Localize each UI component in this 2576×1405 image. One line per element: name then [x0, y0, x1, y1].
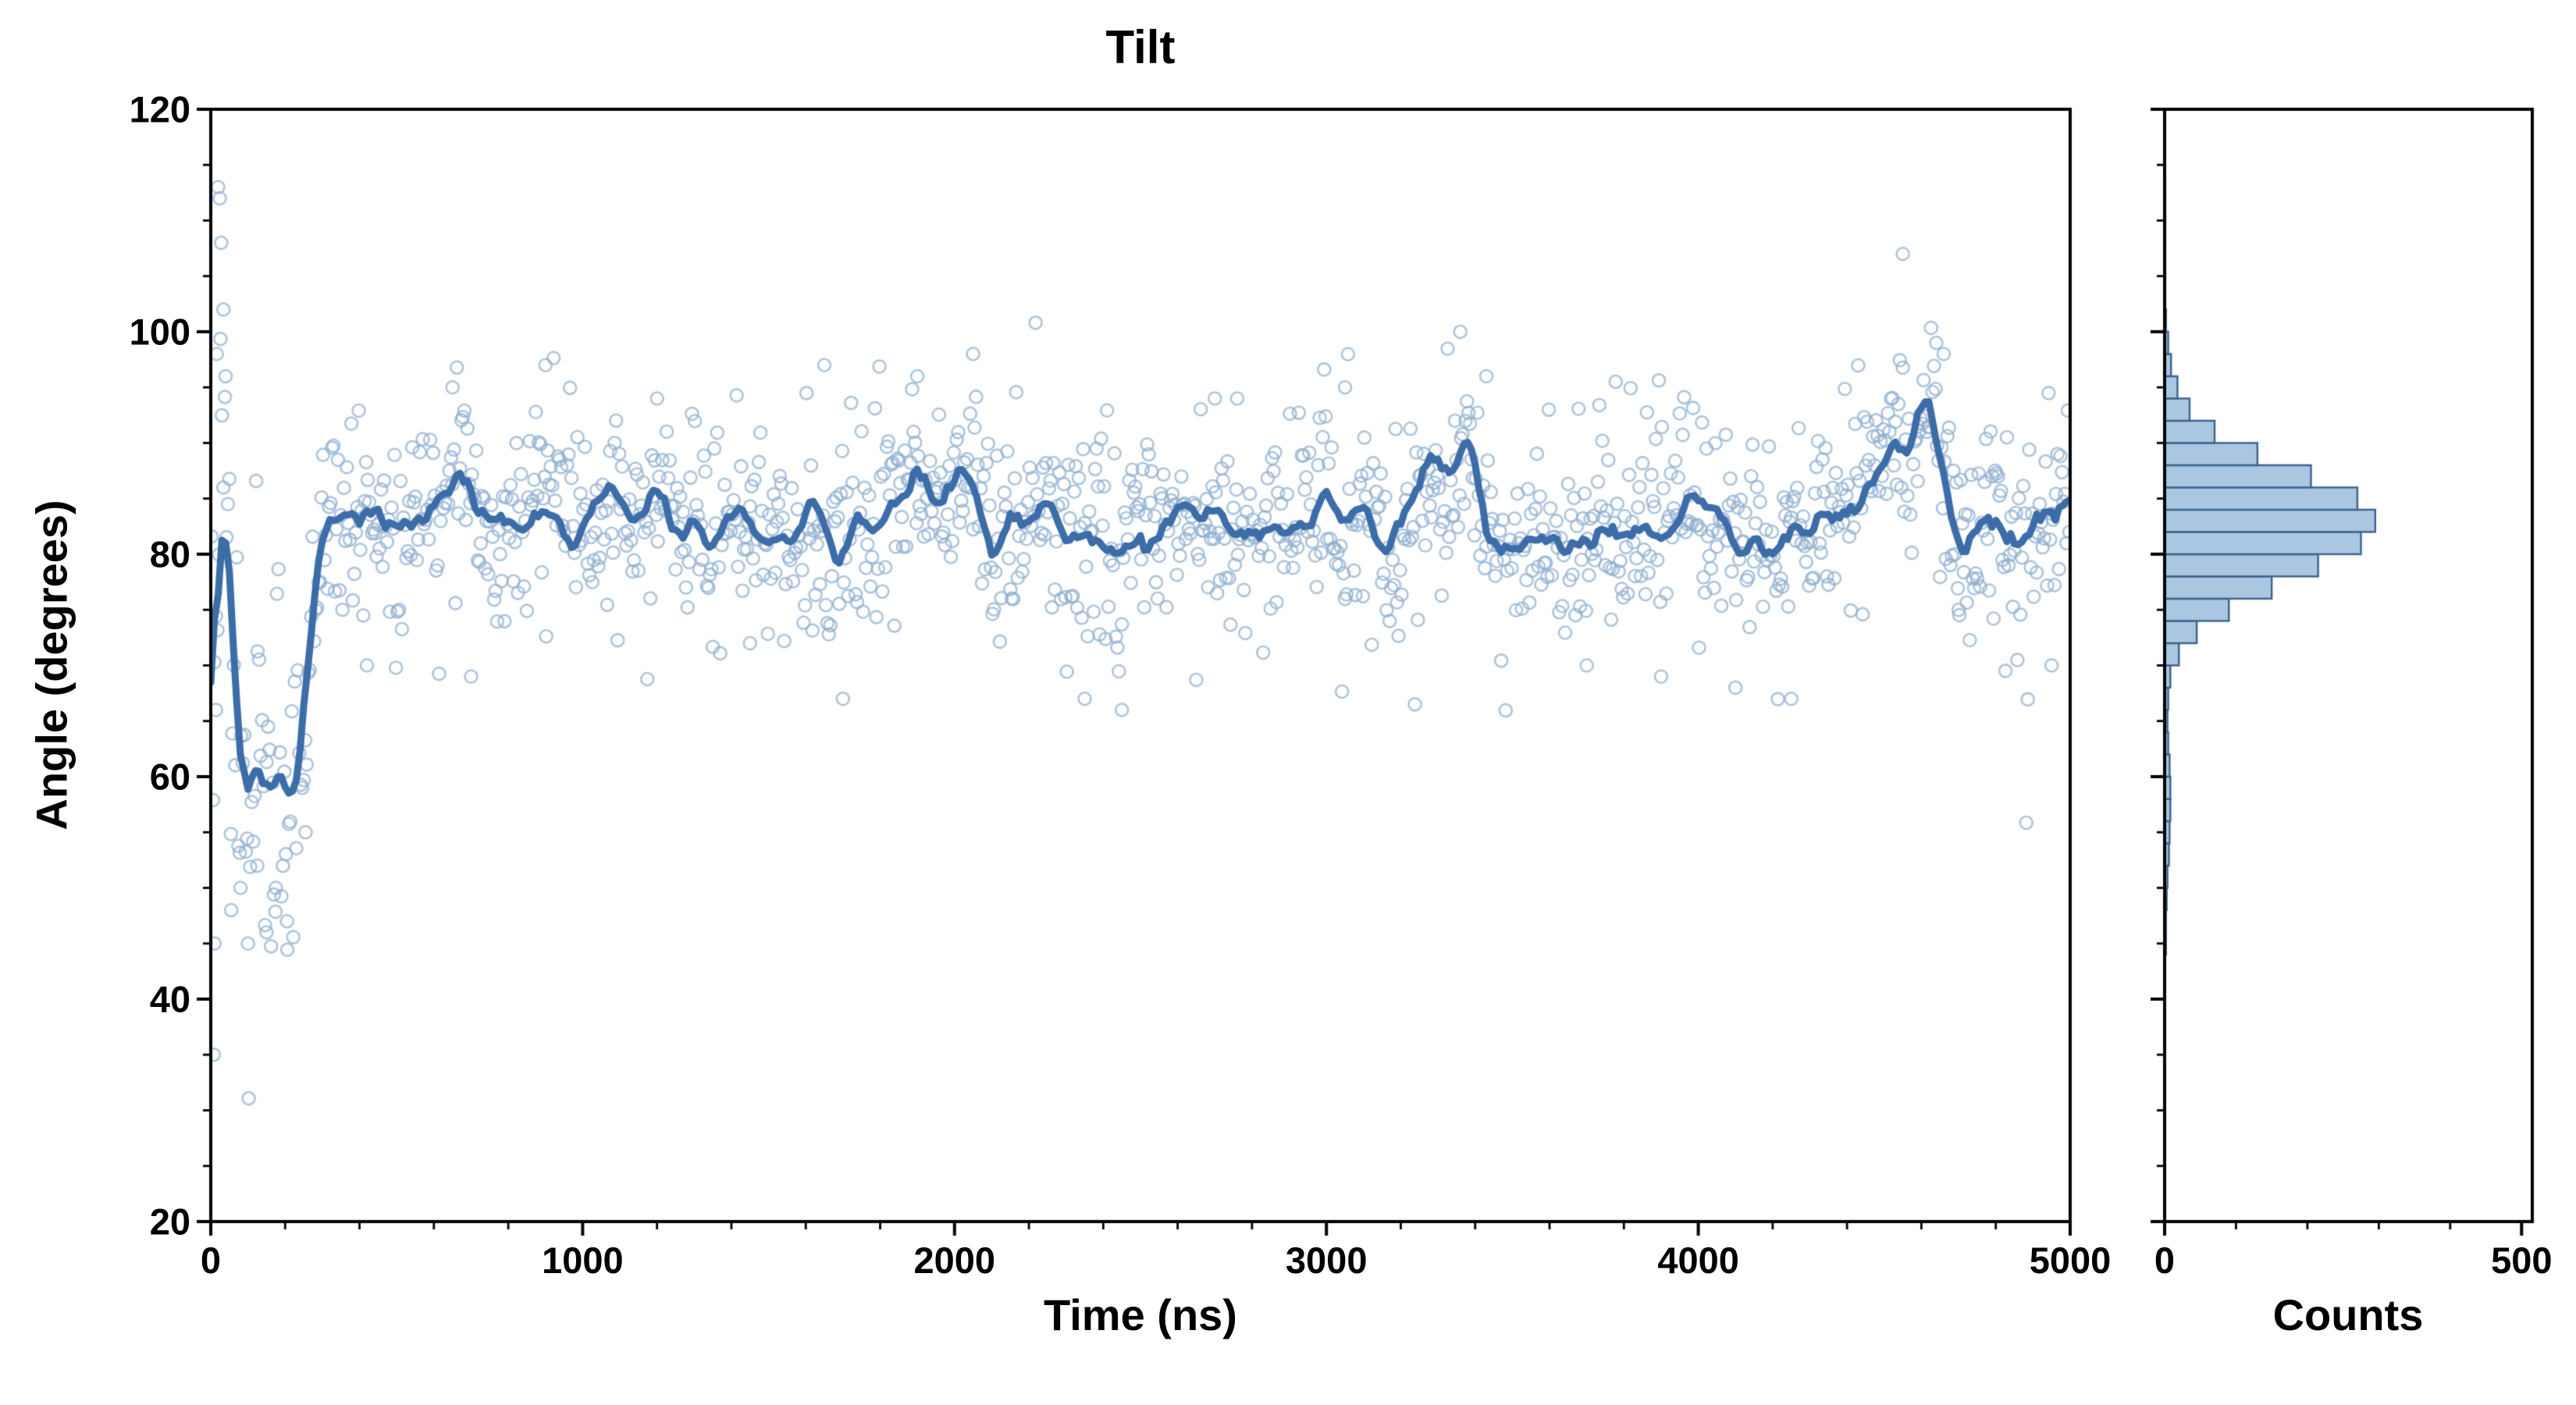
x-tick-label: 1000	[542, 1240, 624, 1281]
hist-x-axis-label: Counts	[2272, 1290, 2424, 1339]
y-tick-label: 120	[129, 88, 190, 130]
y-tick-label: 40	[149, 978, 190, 1020]
hist-x-tick-label: 0	[2154, 1240, 2176, 1281]
y-tick-label: 60	[149, 756, 190, 798]
x-tick-label: 4000	[1657, 1240, 1739, 1281]
x-axis-label: Time (ns)	[1044, 1290, 1237, 1339]
x-tick-label: 0	[200, 1240, 222, 1281]
y-tick-label: 100	[129, 311, 190, 353]
y-tick-label: 80	[149, 533, 190, 575]
x-tick-label: 2000	[913, 1240, 996, 1281]
x-tick-label: 5000	[2029, 1240, 2112, 1281]
hist-x-tick-label: 500	[2491, 1240, 2553, 1281]
y-tick-label: 20	[149, 1200, 190, 1243]
y-axis-label: Angle (degrees)	[27, 500, 76, 831]
x-tick-label: 3000	[1285, 1240, 1368, 1281]
chart-title: Tilt	[1105, 21, 1176, 73]
